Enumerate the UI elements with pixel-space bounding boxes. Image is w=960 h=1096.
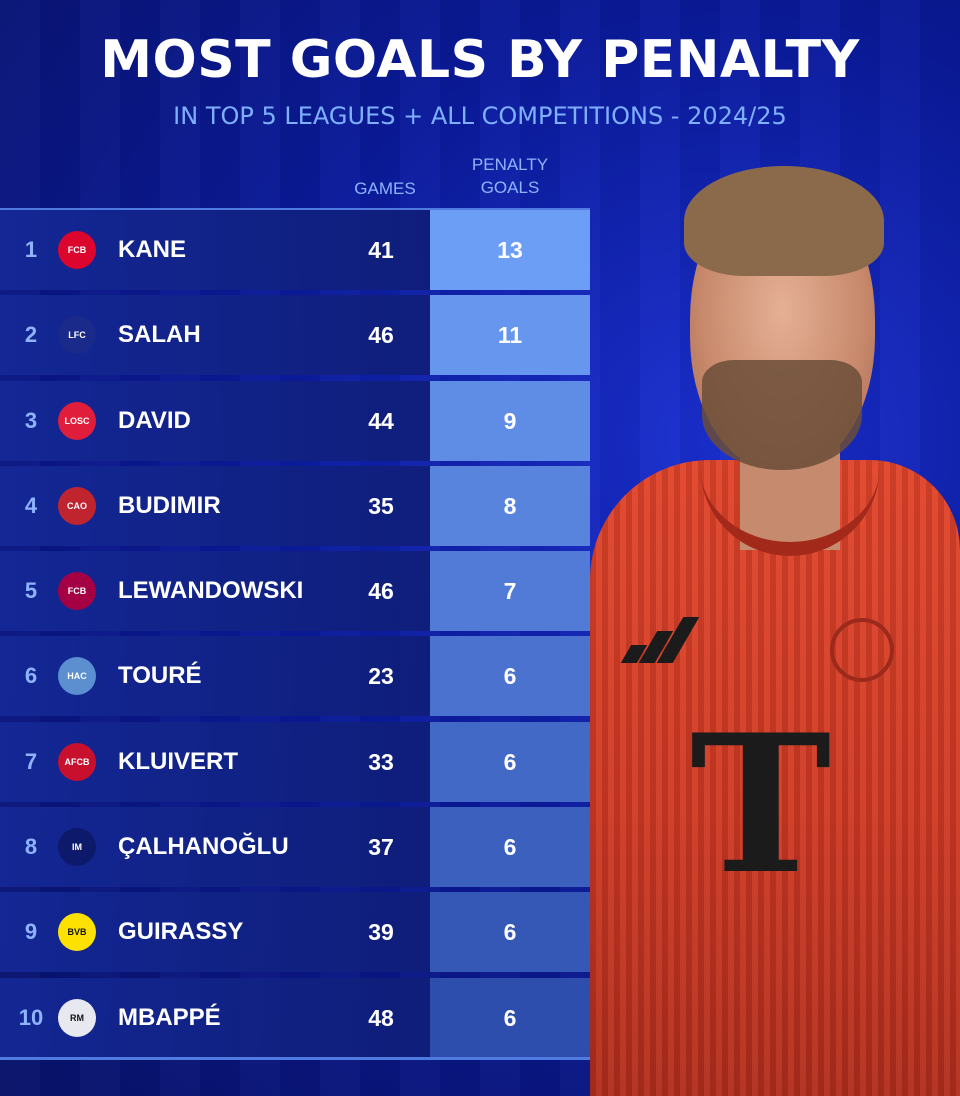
rank-number: 6: [24, 663, 38, 689]
borussia-dortmund-crest-icon: BVB: [58, 913, 96, 952]
rank-number: 1: [24, 237, 38, 262]
rank-number: 5: [24, 578, 38, 604]
table-row: 2 LFC SALAH 46 11: [0, 295, 590, 376]
rank-number: 10: [18, 1004, 44, 1030]
player-photo: T: [560, 160, 960, 1096]
games-count: 48: [368, 1004, 394, 1031]
penalty-goals-cell: 7: [430, 551, 590, 632]
rank-number: 7: [24, 748, 38, 774]
games-count: 46: [368, 322, 394, 349]
bournemouth-crest-icon: AFCB: [58, 742, 96, 781]
table-row: 6 HAC TOURÉ 23 6: [0, 636, 590, 717]
bayern-crest-icon: [830, 618, 894, 682]
club-logo-text: LOSC: [64, 415, 90, 426]
club-logo-text: LFC: [68, 330, 86, 341]
rank-number: 8: [24, 834, 38, 860]
games-count: 41: [368, 237, 394, 263]
penalty-goals-cell: 13: [430, 210, 590, 290]
games-count: 44: [368, 407, 394, 434]
games-count: 23: [368, 663, 394, 690]
penalty-goals-cell: 11: [430, 295, 590, 376]
penalty-goals-count: 6: [503, 919, 517, 946]
games-count: 39: [368, 919, 394, 946]
club-logo-text: BVB: [67, 927, 87, 938]
penalty-goals-cell: 6: [430, 636, 590, 717]
column-header-penalty-goals: PENALTY GOALS: [450, 153, 570, 199]
table-row: 5 FCB LEWANDOWSKI 46 7: [0, 551, 590, 632]
table-bottom-line: [0, 1057, 590, 1060]
page-subtitle: IN TOP 5 LEAGUES + ALL COMPETITIONS - 20…: [173, 102, 787, 130]
inter-milan-crest-icon: IM: [58, 828, 96, 867]
player-hair: [684, 166, 884, 276]
penalty-goals-count: 6: [503, 1004, 517, 1031]
rank-number: 2: [24, 322, 38, 348]
penalty-goals-cell: 6: [430, 977, 590, 1058]
player-name: GUIRASSY: [118, 918, 244, 946]
column-header-penalty-line1: PENALTY: [471, 155, 549, 174]
penalty-goals-cell: 8: [430, 465, 590, 546]
penalty-goals-cell: 9: [430, 380, 590, 461]
player-name: TOURÉ: [118, 662, 202, 690]
club-logo-text: CAO: [67, 500, 87, 511]
column-header-penalty-line2: GOALS: [480, 178, 540, 197]
games-count: 35: [368, 492, 394, 519]
player-name: ÇALHANOĞLU: [118, 833, 289, 861]
club-logo-text: IM: [72, 842, 82, 853]
penalty-goals-count: 11: [497, 322, 523, 349]
player-name: MBAPPÉ: [118, 1003, 221, 1031]
club-logo-text: FCB: [67, 586, 87, 597]
table-row: 1 FCB KANE 41 13: [0, 208, 590, 290]
rank-number: 9: [24, 919, 38, 945]
games-count: 37: [368, 834, 394, 861]
bayern-munich-crest-icon: FCB: [58, 231, 96, 269]
adidas-logo-icon: [618, 615, 700, 663]
player-jersey: [590, 460, 960, 1096]
barcelona-crest-icon: FCB: [58, 572, 96, 611]
player-name: KLUIVERT: [118, 747, 238, 775]
le-havre-crest-icon: HAC: [58, 657, 96, 696]
table-row: 7 AFCB KLUIVERT 33 6: [0, 721, 590, 802]
penalty-goals-count: 9: [503, 407, 517, 434]
player-name: BUDIMIR: [118, 491, 221, 519]
games-count: 33: [368, 748, 394, 775]
penalty-goals-count: 13: [497, 237, 523, 263]
column-header-games: GAMES: [354, 179, 416, 198]
penalty-goals-cell: 6: [430, 807, 590, 888]
liverpool-liverbird-icon: LFC: [58, 316, 96, 355]
page-title: MOST GOALS BY PENALTY: [100, 30, 860, 90]
rank-number: 4: [24, 492, 38, 518]
penalty-goals-count: 6: [503, 748, 517, 775]
real-madrid-crest-icon: RM: [58, 998, 96, 1037]
player-beard: [702, 360, 862, 470]
player-name: SALAH: [118, 321, 201, 349]
player-name: DAVID: [118, 406, 191, 434]
club-logo-text: FCB: [67, 245, 87, 255]
table-row: 3 LOSC DAVID 44 9: [0, 380, 590, 461]
penalty-goals-count: 8: [503, 492, 517, 519]
penalty-goals-cell: 6: [430, 721, 590, 802]
table-row: 4 CAO BUDIMIR 35 8: [0, 465, 590, 546]
table-row: 9 BVB GUIRASSY 39 6: [0, 892, 590, 973]
telekom-logo: T: [690, 693, 832, 916]
player-name: KANE: [118, 236, 187, 263]
player-name: LEWANDOWSKI: [118, 577, 304, 605]
club-logo-text: AFCB: [64, 756, 90, 767]
penalty-goals-count: 7: [503, 578, 517, 605]
penalty-goals-count: 6: [503, 834, 517, 861]
table-row: 10 RM MBAPPÉ 48 6: [0, 977, 590, 1058]
lille-losc-crest-icon: LOSC: [58, 401, 96, 440]
table-row: 8 IM ÇALHANOĞLU 37 6: [0, 807, 590, 888]
penalty-goals-count: 6: [503, 663, 517, 690]
club-logo-text: RM: [70, 1012, 84, 1023]
osasuna-crest-icon: CAO: [58, 486, 96, 525]
penalty-goals-table: 1 FCB KANE 41 13 2 LFC SALAH 46 11 3 LOS…: [0, 208, 590, 1063]
club-logo-text: HAC: [67, 671, 87, 682]
rank-number: 3: [24, 407, 38, 433]
games-count: 46: [368, 578, 394, 605]
penalty-goals-cell: 6: [430, 892, 590, 973]
